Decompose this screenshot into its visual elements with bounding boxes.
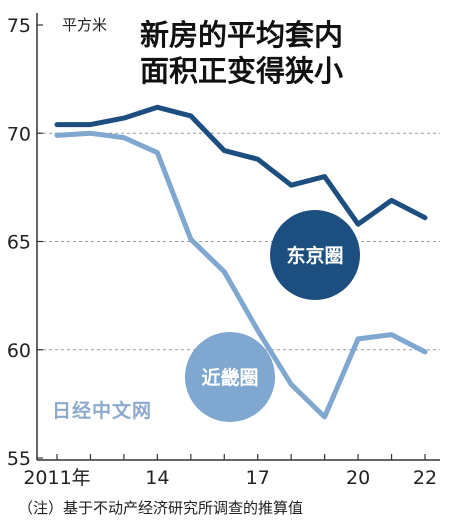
x-tick-label-2014: 14 [145,467,169,489]
series-line-0 [54,104,428,227]
series-lines [54,104,428,420]
watermark: 日经中文网 [52,399,152,422]
axes [36,13,440,461]
y-tick-label-70: 70 [7,123,31,145]
y-tick-label-75: 75 [7,15,31,37]
legend-badge-tokyo [270,210,360,300]
y-tick-label-60: 60 [7,340,31,362]
series-line-1 [54,130,428,420]
x-tick-label-2017: 17 [246,467,270,489]
legend-label-tokyo: 东京圈 [286,244,343,267]
y-tick-label-55: 55 [7,448,31,470]
legend-label-kinki: 近畿圈 [201,366,258,389]
x-tick-label-2011: 2011年 [23,467,90,489]
footnote: （注）基于不动产经济研究所调查的推算值 [18,499,303,517]
legend-badge-kinki [185,332,275,422]
x-tick-labels: 2011年 14 17 20 22 [23,454,437,489]
chart-title-line-2: 面积正变得狭小 [140,54,343,88]
y-tick-labels: 55 60 65 70 75 [7,15,31,470]
y-unit-label: 平方米 [62,16,107,34]
x-tick-label-2022: 22 [413,467,437,489]
chart-title-line-1: 新房的平均套内 [140,18,343,52]
y-tick-label-65: 65 [7,232,31,254]
x-tick-label-2020: 20 [346,467,370,489]
